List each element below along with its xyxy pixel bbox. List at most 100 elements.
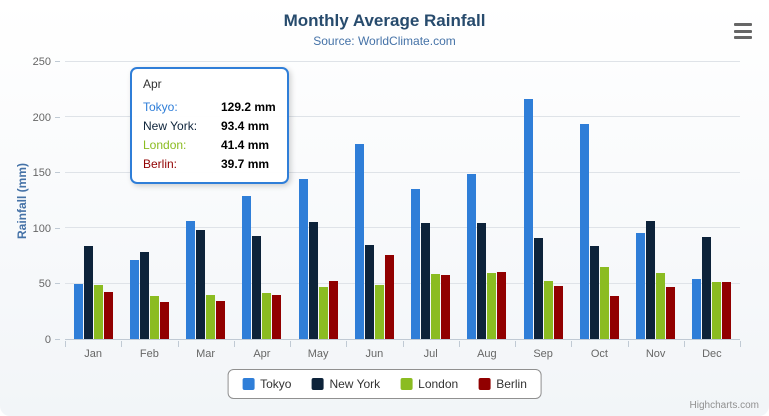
x-axis-tick (233, 341, 235, 347)
y-axis-labels: 0 50 100 150 200 250 (0, 56, 60, 346)
bar-london-feb[interactable] (149, 296, 159, 339)
bar-berlin-jul[interactable] (441, 275, 451, 339)
gridline (65, 282, 740, 284)
bar-tokyo-oct[interactable] (579, 123, 589, 339)
bar-berlin-jan[interactable] (103, 292, 113, 339)
legend-swatch-icon (400, 378, 413, 390)
bar-berlin-aug[interactable] (497, 272, 507, 339)
x-axis-label: Apr (253, 348, 271, 360)
bar-new-york-oct[interactable] (589, 246, 599, 339)
tooltip-row: London: 41.4 mm (143, 136, 276, 155)
plot-area (65, 61, 740, 340)
x-axis-tick (346, 341, 348, 347)
bar-berlin-sep[interactable] (553, 286, 563, 339)
legend-item-tokyo[interactable]: Tokyo (242, 377, 291, 391)
bar-tokyo-may[interactable] (298, 179, 308, 339)
tooltip-row: New York: 93.4 mm (143, 117, 276, 136)
tooltip-series-label: London: (143, 138, 187, 152)
bar-new-york-may[interactable] (308, 221, 318, 339)
x-axis-tick (458, 341, 460, 347)
gridline (65, 171, 740, 173)
bar-tokyo-jan[interactable] (73, 283, 83, 339)
legend-item-london[interactable]: London (400, 377, 458, 391)
bar-new-york-feb[interactable] (139, 251, 149, 339)
bar-tokyo-nov[interactable] (636, 233, 646, 339)
x-axis-tick (683, 341, 685, 347)
bar-berlin-apr[interactable] (272, 295, 282, 339)
hamburger-icon (734, 36, 752, 39)
bar-london-dec[interactable] (712, 282, 722, 339)
x-axis-label: Jun (365, 348, 384, 360)
legend-item-berlin[interactable]: Berlin (478, 377, 527, 391)
bar-new-york-aug[interactable] (477, 223, 487, 339)
bar-group-jan (65, 62, 121, 339)
legend: Tokyo New York London Berlin (227, 369, 542, 399)
credits-link[interactable]: Highcharts.com (689, 400, 759, 411)
legend-swatch-icon (242, 378, 255, 390)
bar-new-york-nov[interactable] (646, 220, 656, 339)
legend-swatch-icon (311, 378, 324, 390)
y-axis-tick (55, 61, 60, 62)
bar-tokyo-feb[interactable] (129, 259, 139, 339)
x-axis-label: Aug (477, 348, 497, 360)
legend-item-new-york[interactable]: New York (311, 377, 380, 391)
bar-new-york-jul[interactable] (421, 222, 431, 339)
bar-berlin-nov[interactable] (666, 287, 676, 339)
bar-london-nov[interactable] (656, 273, 666, 339)
bar-london-jan[interactable] (93, 284, 103, 339)
x-axis-tick (740, 341, 741, 347)
y-axis-label: 0 (44, 334, 51, 346)
bar-london-may[interactable] (318, 286, 328, 339)
x-axis-tick (290, 341, 291, 347)
bar-london-mar[interactable] (206, 295, 216, 339)
bar-london-sep[interactable] (543, 280, 553, 339)
bar-new-york-sep[interactable] (533, 237, 543, 339)
x-axis-tick (177, 341, 179, 347)
x-axis-label: May (307, 348, 329, 360)
bar-tokyo-sep[interactable] (523, 99, 533, 339)
bar-berlin-oct[interactable] (609, 295, 619, 339)
bar-group-feb (121, 62, 177, 339)
tooltip-series-label: New York: (143, 119, 198, 133)
bar-berlin-dec[interactable] (722, 282, 732, 339)
bar-group-nov (628, 62, 684, 339)
x-axis-label: Jul (423, 348, 438, 360)
x-axis-label: Sep (533, 348, 553, 360)
export-menu-button[interactable] (729, 19, 757, 43)
bar-london-oct[interactable] (599, 266, 609, 339)
y-axis-tick (55, 227, 60, 229)
y-axis-tick (55, 116, 60, 118)
bar-new-york-jun[interactable] (364, 245, 374, 339)
tooltip-series-value: 41.4 mm (221, 138, 270, 152)
bar-tokyo-mar[interactable] (186, 221, 196, 339)
x-axis-label: Feb (139, 348, 159, 360)
tooltip-row: Tokyo: 129.2 mm (143, 98, 276, 117)
bar-tokyo-dec[interactable] (692, 278, 702, 339)
bar-london-aug[interactable] (487, 272, 497, 339)
bar-tokyo-apr[interactable] (242, 195, 252, 339)
bar-london-jul[interactable] (431, 273, 441, 339)
bar-berlin-may[interactable] (328, 280, 338, 339)
bar-tokyo-jun[interactable] (354, 144, 364, 339)
x-axis-tick (515, 341, 516, 347)
bar-new-york-jan[interactable] (83, 246, 93, 339)
tooltip-series-label: Tokyo: (143, 100, 178, 114)
x-axis-label: Nov (645, 348, 666, 360)
bar-new-york-mar[interactable] (196, 229, 206, 339)
bar-tokyo-jul[interactable] (411, 188, 421, 339)
x-axis: Jan Feb Mar Apr May Jun Jul Aug Sep Oct Nov Dec (65, 341, 741, 363)
bar-new-york-apr[interactable] (252, 235, 262, 339)
bar-london-jun[interactable] (374, 285, 384, 339)
x-axis-tick (627, 341, 629, 347)
x-axis-label: Jan (84, 348, 102, 360)
tooltip-rows: Tokyo: 129.2 mm New York: 93.4 mm London: 41.… (143, 98, 276, 174)
bar-new-york-dec[interactable] (702, 236, 712, 339)
bar-berlin-jun[interactable] (384, 255, 394, 339)
chart-subtitle: Source: WorldClimate.com (313, 34, 456, 48)
bar-berlin-feb[interactable] (159, 302, 169, 339)
bar-tokyo-aug[interactable] (467, 174, 477, 339)
y-axis-tick (55, 339, 60, 340)
bar-berlin-mar[interactable] (216, 300, 226, 339)
bar-london-apr[interactable] (262, 293, 272, 339)
